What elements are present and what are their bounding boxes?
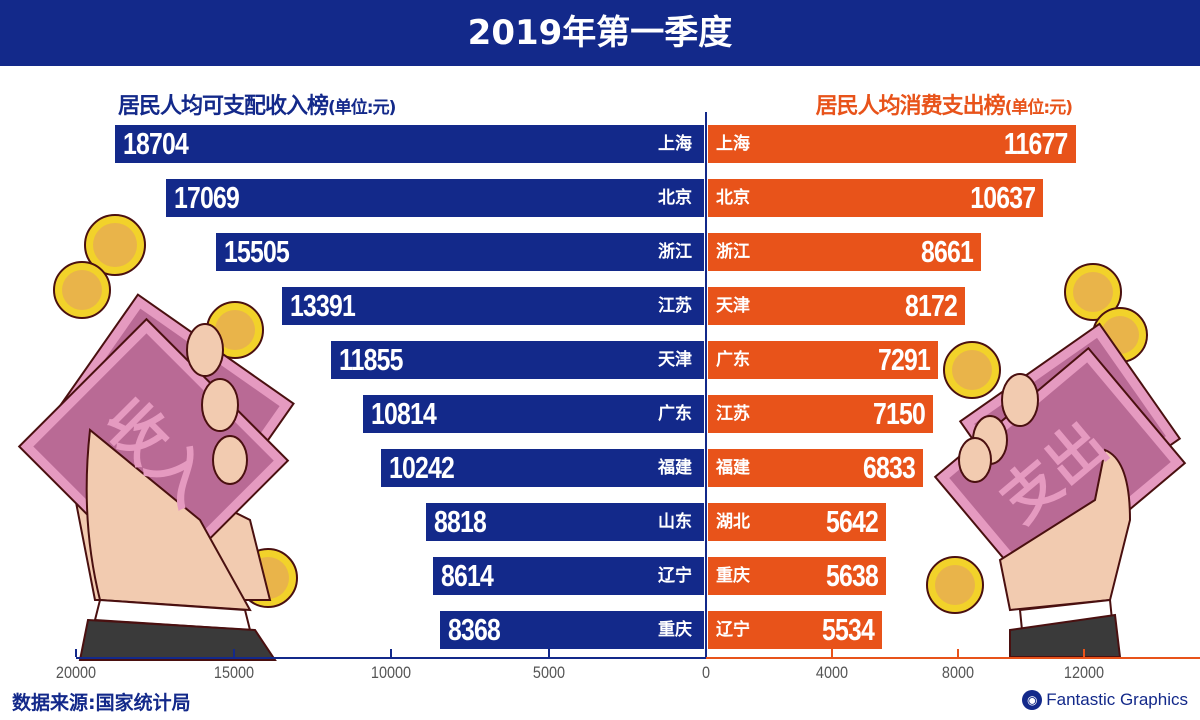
expense-value-label: 10637 <box>970 180 1036 215</box>
income-unit: (单位:元) <box>328 98 396 118</box>
income-bar: 8614 辽宁 <box>432 557 704 595</box>
center-axis-line <box>705 112 707 657</box>
expense-value-label: 8172 <box>905 288 958 323</box>
income-bar: 8368 重庆 <box>440 611 704 649</box>
income-province-label: 江苏 <box>657 296 692 316</box>
income-bar: 17069 北京 <box>166 179 704 217</box>
expense-value-label: 8661 <box>920 234 974 269</box>
income-bar: 18704 上海 <box>114 125 704 163</box>
expense-tick <box>831 649 833 657</box>
expense-province-label: 湖北 <box>716 512 750 532</box>
income-province-label: 天津 <box>657 350 692 370</box>
expense-bar: 上海 11677 <box>708 125 1076 163</box>
income-value-label: 17069 <box>174 180 240 215</box>
income-province-label: 北京 <box>657 188 692 208</box>
brand-name: Fantastic Graphics <box>1046 690 1188 709</box>
income-province-label: 浙江 <box>657 242 692 262</box>
expense-province-label: 浙江 <box>716 242 750 262</box>
expense-value-label: 11677 <box>1004 126 1068 161</box>
income-value-label: 10814 <box>371 396 437 431</box>
income-value-label: 8614 <box>440 558 494 593</box>
income-value-label: 8368 <box>448 612 501 647</box>
expense-province-label: 天津 <box>716 296 750 316</box>
expense-chart-title: 居民人均消费支出榜(单位:元) <box>815 88 1073 120</box>
income-bar: 15505 浙江 <box>215 233 704 271</box>
income-tick <box>75 649 77 657</box>
income-chart-title: 居民人均可支配收入榜(单位:元) <box>118 88 396 120</box>
income-tick-label: 15000 <box>213 663 254 682</box>
expense-province-label: 广东 <box>716 350 750 370</box>
income-value-label: 13391 <box>290 288 356 323</box>
expense-value-label: 7291 <box>877 342 931 377</box>
income-tick-label: 5000 <box>532 663 565 682</box>
expense-value-label: 7150 <box>873 396 926 431</box>
expense-bar: 江苏 7150 <box>708 395 934 433</box>
expense-value-label: 6833 <box>863 450 916 485</box>
expense-bar: 湖北 5642 <box>708 503 886 541</box>
income-province-label: 山东 <box>657 512 692 532</box>
expense-title-text: 居民人均消费支出榜 <box>815 94 1006 119</box>
income-bar: 10242 福建 <box>381 449 704 487</box>
expense-province-label: 辽宁 <box>716 620 750 640</box>
income-value-label: 10242 <box>389 450 455 485</box>
income-tick-label: 20000 <box>55 663 97 682</box>
income-title-text: 居民人均可支配收入榜 <box>118 94 329 119</box>
income-x-axis <box>76 657 706 659</box>
income-value-label: 18704 <box>122 126 189 161</box>
income-bar: 11855 天津 <box>330 341 704 379</box>
income-province-label: 辽宁 <box>657 566 692 586</box>
expense-bar: 重庆 5638 <box>708 557 886 595</box>
income-bar: 10814 广东 <box>363 395 704 433</box>
expense-province-label: 上海 <box>716 134 750 154</box>
page-title: 2019年第一季度 <box>0 0 1200 66</box>
income-tick-label: 10000 <box>370 663 412 682</box>
owl-logo-icon: ◉ <box>1022 690 1043 710</box>
expense-bar: 浙江 8661 <box>708 233 981 271</box>
expense-bar: 北京 10637 <box>708 179 1044 217</box>
expense-x-axis <box>706 657 1200 659</box>
income-tick <box>705 649 707 657</box>
income-value-label: 8818 <box>434 504 487 539</box>
income-tick-label: 0 <box>701 663 711 682</box>
expense-unit: (单位:元) <box>1004 98 1073 118</box>
brand: ◉ Fantastic Graphics <box>1022 690 1188 710</box>
income-province-label: 上海 <box>657 134 692 154</box>
expense-tick-label: 4000 <box>815 663 849 682</box>
expense-bar: 福建 6833 <box>708 449 924 487</box>
income-bar: 13391 江苏 <box>282 287 704 325</box>
income-tick <box>547 649 550 657</box>
expense-tick-label: 12000 <box>1063 663 1105 682</box>
expense-tick-label: 8000 <box>941 663 975 682</box>
expense-province-label: 江苏 <box>716 404 750 424</box>
income-tick <box>390 649 392 657</box>
data-source: 数据来源:国家统计局 <box>12 692 191 714</box>
income-tick <box>232 649 235 657</box>
income-province-label: 广东 <box>657 404 692 424</box>
income-bar: 8818 山东 <box>426 503 704 541</box>
expense-value-label: 5638 <box>825 558 879 593</box>
income-province-label: 福建 <box>657 458 692 478</box>
income-province-label: 重庆 <box>657 620 692 640</box>
income-value-label: 11855 <box>338 342 403 377</box>
expense-province-label: 福建 <box>716 458 750 478</box>
expense-bar: 辽宁 5534 <box>708 611 883 649</box>
expense-value-label: 5534 <box>822 612 875 647</box>
income-value-label: 15505 <box>223 234 290 269</box>
expense-bar: 广东 7291 <box>708 341 938 379</box>
expense-province-label: 重庆 <box>716 566 750 586</box>
expense-value-label: 5642 <box>825 504 879 539</box>
expense-tick <box>957 649 959 657</box>
expense-bar: 天津 8172 <box>708 287 966 325</box>
expense-tick <box>1083 649 1085 657</box>
expense-province-label: 北京 <box>716 188 750 208</box>
